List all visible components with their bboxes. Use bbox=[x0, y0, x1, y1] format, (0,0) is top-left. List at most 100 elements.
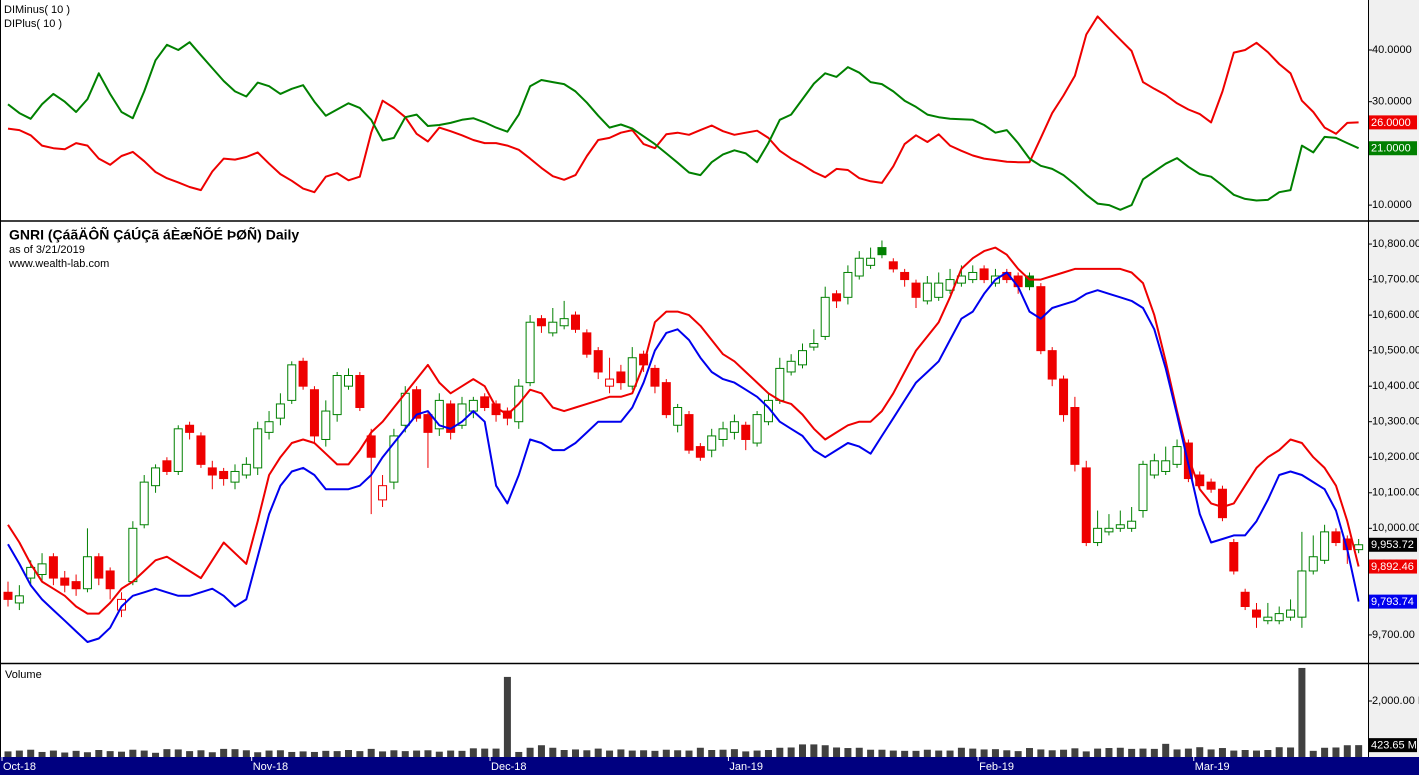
candle-body bbox=[1104, 527, 1114, 533]
candle-body bbox=[423, 414, 433, 433]
volume-bar bbox=[15, 750, 23, 757]
volume-bar bbox=[152, 752, 160, 757]
pane-title: Volume bbox=[5, 669, 42, 681]
volume-bar bbox=[730, 749, 738, 757]
volume-bar bbox=[685, 750, 693, 757]
volume-bar bbox=[957, 747, 965, 757]
candle-body bbox=[1127, 520, 1137, 529]
volume-bar bbox=[4, 751, 12, 757]
candle-body bbox=[752, 414, 762, 444]
candle-body bbox=[48, 556, 58, 579]
candle-body bbox=[911, 282, 921, 298]
candle-body bbox=[525, 321, 535, 384]
candle-body bbox=[446, 403, 456, 433]
candle-body bbox=[1047, 350, 1057, 380]
value-label-box bbox=[1369, 115, 1417, 130]
candle-body bbox=[1093, 527, 1103, 544]
volume-bar bbox=[1026, 748, 1033, 757]
candle-body bbox=[571, 314, 580, 330]
volume-bar bbox=[208, 752, 216, 757]
candle-body bbox=[1025, 275, 1034, 288]
candle-body bbox=[559, 318, 569, 327]
x-tick-label: Jan-19 bbox=[729, 761, 763, 773]
candle-body bbox=[798, 350, 807, 366]
legend-entry: DIPlus( 10 ) bbox=[4, 18, 62, 30]
candle-body bbox=[1240, 591, 1250, 607]
volume-bar bbox=[1241, 749, 1249, 757]
volume-bar bbox=[560, 749, 568, 757]
volume-bar bbox=[254, 752, 262, 757]
volume-bar bbox=[322, 750, 330, 757]
candle-body bbox=[684, 414, 694, 451]
candle-body bbox=[71, 581, 81, 590]
candle-body bbox=[1274, 613, 1284, 622]
volume-bar bbox=[310, 751, 318, 757]
volume-bar bbox=[1264, 749, 1272, 757]
x-tick-label: Nov-18 bbox=[253, 761, 288, 773]
candle-body bbox=[729, 421, 739, 433]
volume-bar bbox=[696, 747, 704, 757]
legend-entry: DIMinus( 10 ) bbox=[4, 4, 70, 16]
volume-bar bbox=[923, 749, 931, 757]
annotation: www.wealth-lab.com bbox=[8, 258, 109, 270]
volume-bar bbox=[1082, 751, 1090, 757]
candle-body bbox=[650, 367, 660, 387]
y-tick-label: 10,700.00 bbox=[1372, 273, 1419, 285]
candle-body bbox=[287, 364, 297, 401]
volume-bar bbox=[503, 676, 511, 757]
candle-body bbox=[389, 435, 399, 483]
candle-body bbox=[832, 293, 842, 302]
candle-body bbox=[718, 428, 728, 440]
volume-bar bbox=[594, 748, 602, 757]
volume-bar bbox=[129, 749, 137, 757]
volume-bar bbox=[1230, 750, 1238, 757]
candle-body bbox=[1161, 460, 1171, 472]
volume-bar bbox=[61, 752, 69, 757]
volume-bar bbox=[83, 752, 91, 757]
candle-body bbox=[366, 435, 376, 458]
volume-bar bbox=[946, 750, 954, 757]
x-tick-label: Oct-18 bbox=[3, 761, 36, 773]
candle-body bbox=[1081, 467, 1091, 544]
candle-body bbox=[820, 296, 830, 337]
candle-body bbox=[673, 406, 683, 426]
candle-body bbox=[979, 268, 989, 281]
candle-body bbox=[741, 424, 751, 440]
volume-bar bbox=[1003, 750, 1011, 757]
y-tick-label: 10,600.00 bbox=[1372, 309, 1419, 321]
candle-body bbox=[1252, 609, 1261, 618]
volume-bar bbox=[719, 749, 727, 757]
value-label: 9,892.46 bbox=[1371, 561, 1414, 573]
candle-body bbox=[1138, 463, 1148, 512]
value-label-box bbox=[1369, 141, 1417, 156]
volume-bar bbox=[379, 751, 387, 757]
candle-body bbox=[536, 318, 546, 327]
volume-bar bbox=[1048, 750, 1056, 757]
volume-bar bbox=[844, 748, 852, 757]
candle-body bbox=[117, 598, 126, 611]
candle-body bbox=[1297, 570, 1307, 618]
volume-bar bbox=[1071, 748, 1079, 757]
line bbox=[7, 246, 1360, 615]
volume-bar bbox=[935, 750, 943, 757]
volume-bar bbox=[1060, 749, 1068, 757]
volume-bar bbox=[1139, 748, 1147, 757]
candle-body bbox=[900, 271, 910, 281]
volume-bar bbox=[276, 750, 284, 757]
candle-body bbox=[105, 570, 115, 590]
volume-bar bbox=[242, 750, 250, 757]
y-tick-label: 2,000.00 M bbox=[1372, 695, 1419, 707]
candle-body bbox=[275, 403, 285, 419]
value-label: 9,953.72 bbox=[1371, 539, 1414, 551]
candle-body bbox=[1172, 446, 1182, 465]
volume-bar bbox=[95, 749, 103, 757]
volume-bar bbox=[1116, 747, 1124, 757]
volume-bar bbox=[1150, 748, 1158, 757]
volume-bar bbox=[1218, 748, 1226, 757]
volume-bar bbox=[265, 750, 273, 757]
volume-bar bbox=[878, 749, 886, 757]
candle-body bbox=[888, 261, 898, 270]
volume-bar bbox=[356, 751, 364, 757]
candle-body bbox=[162, 460, 172, 472]
